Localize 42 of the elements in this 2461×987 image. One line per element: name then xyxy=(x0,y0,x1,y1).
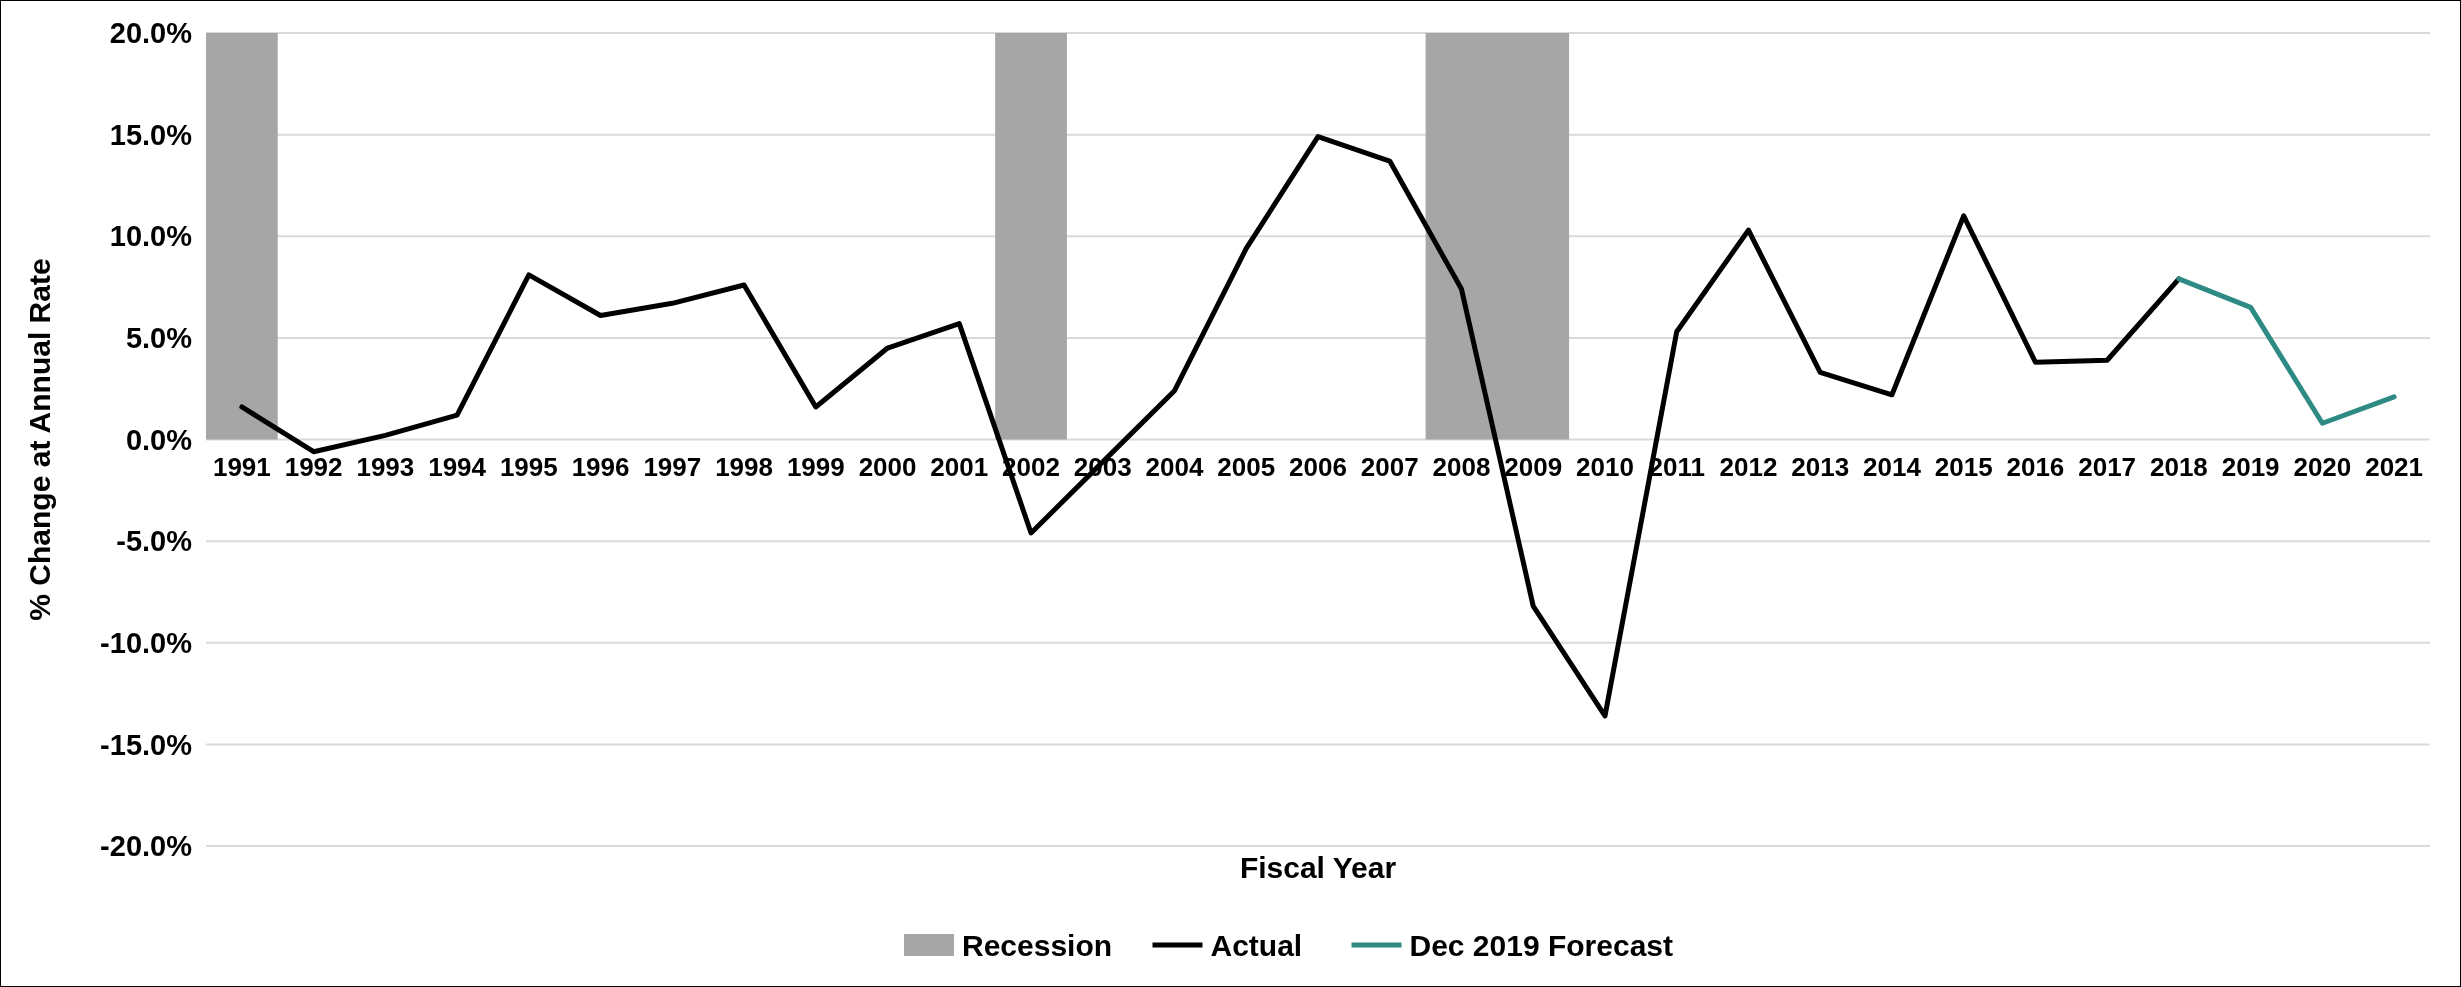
x-tick-label: 2021 xyxy=(2365,451,2424,482)
y-tick-label: 0.0% xyxy=(125,423,193,456)
y-tick-label: 5.0% xyxy=(125,322,193,355)
legend-label: Recession xyxy=(962,928,1113,962)
x-tick-label: 2015 xyxy=(1934,451,1993,482)
x-tick-label: 2019 xyxy=(2221,451,2280,482)
y-tick-label: -15.0% xyxy=(100,728,193,761)
x-tick-label: 2017 xyxy=(2078,451,2137,482)
x-tick-label: 2016 xyxy=(2006,451,2065,482)
x-tick-label: 1997 xyxy=(643,451,702,482)
y-tick-label: 10.0% xyxy=(109,220,193,253)
x-tick-label: 2020 xyxy=(2293,451,2352,482)
x-tick-label: 1994 xyxy=(428,451,487,482)
x-tick-label: 2013 xyxy=(1791,451,1850,482)
y-tick-label: 20.0% xyxy=(109,17,193,50)
x-tick-label: 2012 xyxy=(1719,451,1778,482)
y-tick-label: -10.0% xyxy=(100,626,193,659)
x-tick-label: 2008 xyxy=(1432,451,1491,482)
x-tick-label: 2009 xyxy=(1504,451,1563,482)
legend-label: Actual xyxy=(1210,928,1303,962)
x-tick-label: 2000 xyxy=(858,451,917,482)
x-tick-label: 1996 xyxy=(571,451,630,482)
x-tick-label: 2010 xyxy=(1576,451,1634,482)
x-tick-label: 1998 xyxy=(715,451,773,482)
x-tick-label: 1999 xyxy=(786,451,845,482)
y-axis-title: % Change at Annual Rate xyxy=(23,258,56,621)
y-tick-label: -20.0% xyxy=(100,830,193,863)
x-tick-label: 2004 xyxy=(1145,451,1204,482)
x-tick-label: 2001 xyxy=(930,451,989,482)
x-tick-label: 2005 xyxy=(1217,451,1276,482)
x-tick-label: 1991 xyxy=(212,451,271,482)
x-axis-title: Fiscal Year xyxy=(1239,851,1397,884)
x-tick-label: 2014 xyxy=(1863,451,1922,482)
x-tick-label: 1993 xyxy=(356,451,415,482)
x-tick-label: 1995 xyxy=(499,451,558,482)
y-tick-label: -5.0% xyxy=(116,525,193,558)
x-tick-label: 2006 xyxy=(1289,451,1347,482)
legend-label: Dec 2019 Forecast xyxy=(1409,928,1674,962)
x-tick-label: 2007 xyxy=(1360,451,1419,482)
x-tick-label: 2018 xyxy=(2149,451,2208,482)
y-tick-label: 15.0% xyxy=(109,118,193,151)
x-tick-label: 1992 xyxy=(284,451,343,482)
